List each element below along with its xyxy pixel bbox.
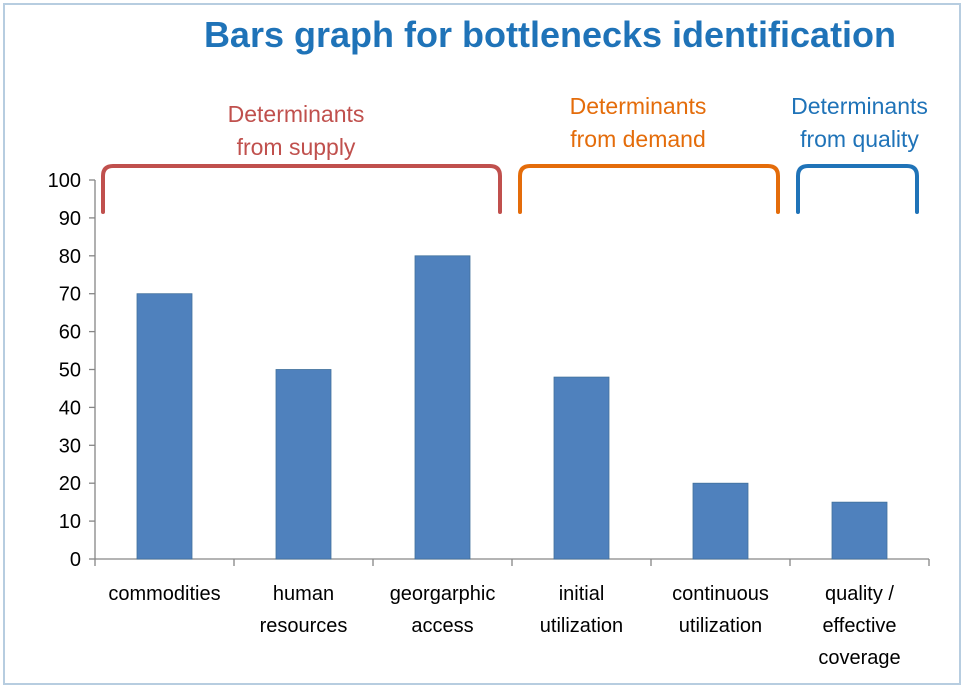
chart-title: Bars graph for bottlenecks identificatio… xyxy=(203,14,897,55)
bar xyxy=(136,293,193,560)
group-label-quality: Determinants from quality xyxy=(752,90,966,156)
y-tick-label: 40 xyxy=(59,397,81,419)
group-label-quality-line2: from quality xyxy=(800,126,919,152)
y-tick-label: 0 xyxy=(70,549,81,571)
y-tick-label: 70 xyxy=(59,284,81,306)
group-bracket xyxy=(101,164,502,214)
x-category-label: utilization xyxy=(540,615,623,637)
bar xyxy=(275,369,332,560)
x-category-label: initial xyxy=(559,583,605,605)
x-category-label: effective xyxy=(822,615,896,637)
x-category-label: access xyxy=(411,615,473,637)
group-label-supply: Determinants from supply xyxy=(176,98,416,164)
y-tick-label: 50 xyxy=(59,360,81,382)
group-bracket xyxy=(796,164,919,214)
bar xyxy=(553,376,610,560)
y-tick-label: 80 xyxy=(59,246,81,268)
y-tick-label: 100 xyxy=(48,170,81,192)
x-category-label: resources xyxy=(260,615,348,637)
group-bracket xyxy=(518,164,780,214)
x-category-label: quality / xyxy=(825,583,894,605)
x-category-label: commodities xyxy=(108,583,220,605)
y-tick-label: 60 xyxy=(59,322,81,344)
group-label-quality-line1: Determinants xyxy=(791,93,928,119)
x-category-label: continuous xyxy=(672,583,769,605)
x-category-label: utilization xyxy=(679,615,762,637)
group-label-supply-line1: Determinants xyxy=(227,101,365,127)
bar xyxy=(414,255,471,560)
group-label-supply-line2: from supply xyxy=(236,134,356,160)
x-category-label: human xyxy=(273,583,334,605)
group-label-demand-line1: Determinants xyxy=(569,93,707,119)
x-category-label: georgarphic xyxy=(390,583,496,605)
y-tick-label: 90 xyxy=(59,208,81,230)
x-category-label: coverage xyxy=(818,647,900,669)
y-tick-label: 20 xyxy=(59,473,81,495)
group-label-demand: Determinants from demand xyxy=(518,90,758,156)
y-tick-label: 10 xyxy=(59,511,81,533)
y-tick-label: 30 xyxy=(59,435,81,457)
bar xyxy=(831,501,888,560)
bar xyxy=(692,482,749,560)
group-label-demand-line2: from demand xyxy=(570,126,706,152)
